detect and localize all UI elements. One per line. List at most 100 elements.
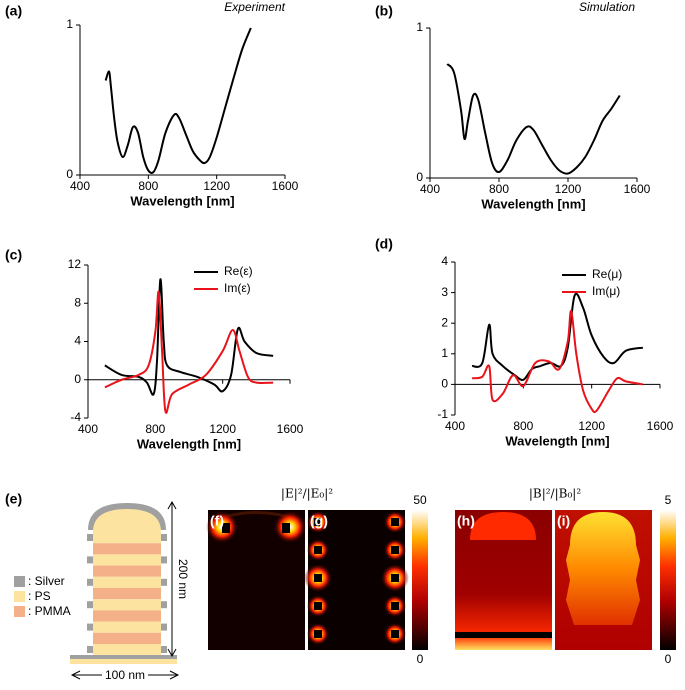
colorbar [660,510,676,650]
layer [93,532,161,544]
arrow-heads [167,500,177,658]
map-title: |B|²/|B₀|² [529,487,581,501]
x-tick-label: 1600 [647,419,674,433]
layer [93,554,161,566]
x-axis-label: Wavelength [nm] [137,436,241,451]
silver-bump [314,602,322,610]
y-tick-label: 1 [66,17,73,31]
panel-label: (i) [557,513,570,529]
silver-bump [391,546,399,554]
silver-bump [161,556,167,564]
y-tick-label: 1 [441,346,448,360]
legend-label: Re(μ) [592,267,622,281]
silver-bump [314,574,322,582]
x-tick-label: 1200 [555,182,582,196]
panel-label: (c) [5,247,22,263]
panel-label: (a) [5,3,22,19]
y-tick-label: -4 [70,410,81,424]
y-tick-label: 4 [441,254,448,268]
map-h [455,510,552,650]
arrow-heads [70,670,180,680]
panel-label: (b) [375,3,393,19]
x-tick-label: 800 [489,182,509,196]
silver-bump [87,646,93,653]
height-label: 200 nm [176,559,190,599]
y-tick-label: 12 [68,257,82,271]
series-line [104,290,274,414]
series-line [104,27,252,174]
x-tick-label: 400 [420,182,440,196]
legend-text: : PMMA [28,604,71,618]
silver-bump [161,534,167,541]
silver-bump [314,630,322,638]
map-title: |E|²/|E₀|² [281,487,333,501]
silver-bump [314,546,322,554]
x-tick-label: 1600 [277,422,304,436]
silver-bump [161,646,167,653]
structure-diagram: (e) : Silver : PS : PMMA 200 nm 100 nm [5,491,190,682]
silver-bump [87,578,93,586]
layer [93,644,161,656]
field-maps: |E|²/|E₀|² |B|²/|B₀|² (f) (g) 0 50 (h) (i) 0 5 [206,487,676,666]
substrate-ps [70,659,177,664]
y-tick-label: 1 [416,20,423,34]
panel-label: (e) [5,491,22,507]
series-line [471,292,644,381]
label-bg [102,669,148,681]
x-tick-label: 800 [138,179,158,193]
series-line [471,309,644,414]
silver-bump [87,556,93,564]
y-tick-label: 0 [66,167,73,181]
y-tick-label: 4 [74,334,81,348]
legend-text: : Silver [28,574,65,588]
y-tick-label: 0 [441,377,448,391]
silver-bump [391,574,399,582]
legend-label: Im(ε) [224,281,251,295]
layer [93,632,161,644]
x-axis-label: Wavelength [nm] [481,196,585,211]
x-tick-label: 1600 [272,179,299,193]
colorbar-tick-label: 0 [417,652,424,666]
y-tick-label: 3 [441,285,448,299]
silver-bump [161,601,167,609]
silver-bump [87,623,93,631]
colorbar [412,510,428,650]
legend-text: : PS [28,589,51,603]
panel-label: (f) [210,513,224,529]
width-label: 100 nm [105,668,145,682]
x-axis-label: Wavelength [nm] [130,193,234,208]
map-i [555,510,652,650]
panel-label: (h) [457,513,475,529]
layer [93,599,161,611]
layer [93,543,161,555]
colorbar-tick-label: 0 [665,652,672,666]
x-tick-label: 1600 [624,182,651,196]
legend-swatch [14,576,25,587]
y-tick-label: 2 [441,315,448,329]
silver-bump [391,602,399,610]
silver-bump [161,623,167,631]
series-line [446,63,621,175]
layer [93,610,161,622]
legend-swatch [14,606,25,617]
map-g [304,510,409,650]
x-tick-label: 800 [145,422,165,436]
x-tick-label: 400 [70,179,90,193]
layer [93,576,161,588]
y-tick-label: 0 [74,372,81,386]
silver-bump [161,578,167,586]
panel-label: (d) [375,236,393,252]
x-tick-label: 400 [78,422,98,436]
silver-bump [314,518,322,526]
x-tick-label: 1200 [203,179,230,193]
silver-bump [391,518,399,526]
colorbar-tick-label: 50 [413,493,427,507]
legend-swatch [14,591,25,602]
silver-bump [87,534,93,541]
series-line [104,278,274,396]
x-tick-label: 800 [513,419,533,433]
y-tick-label: 8 [74,295,81,309]
x-tick-label: 1200 [209,422,236,436]
layer [93,588,161,600]
